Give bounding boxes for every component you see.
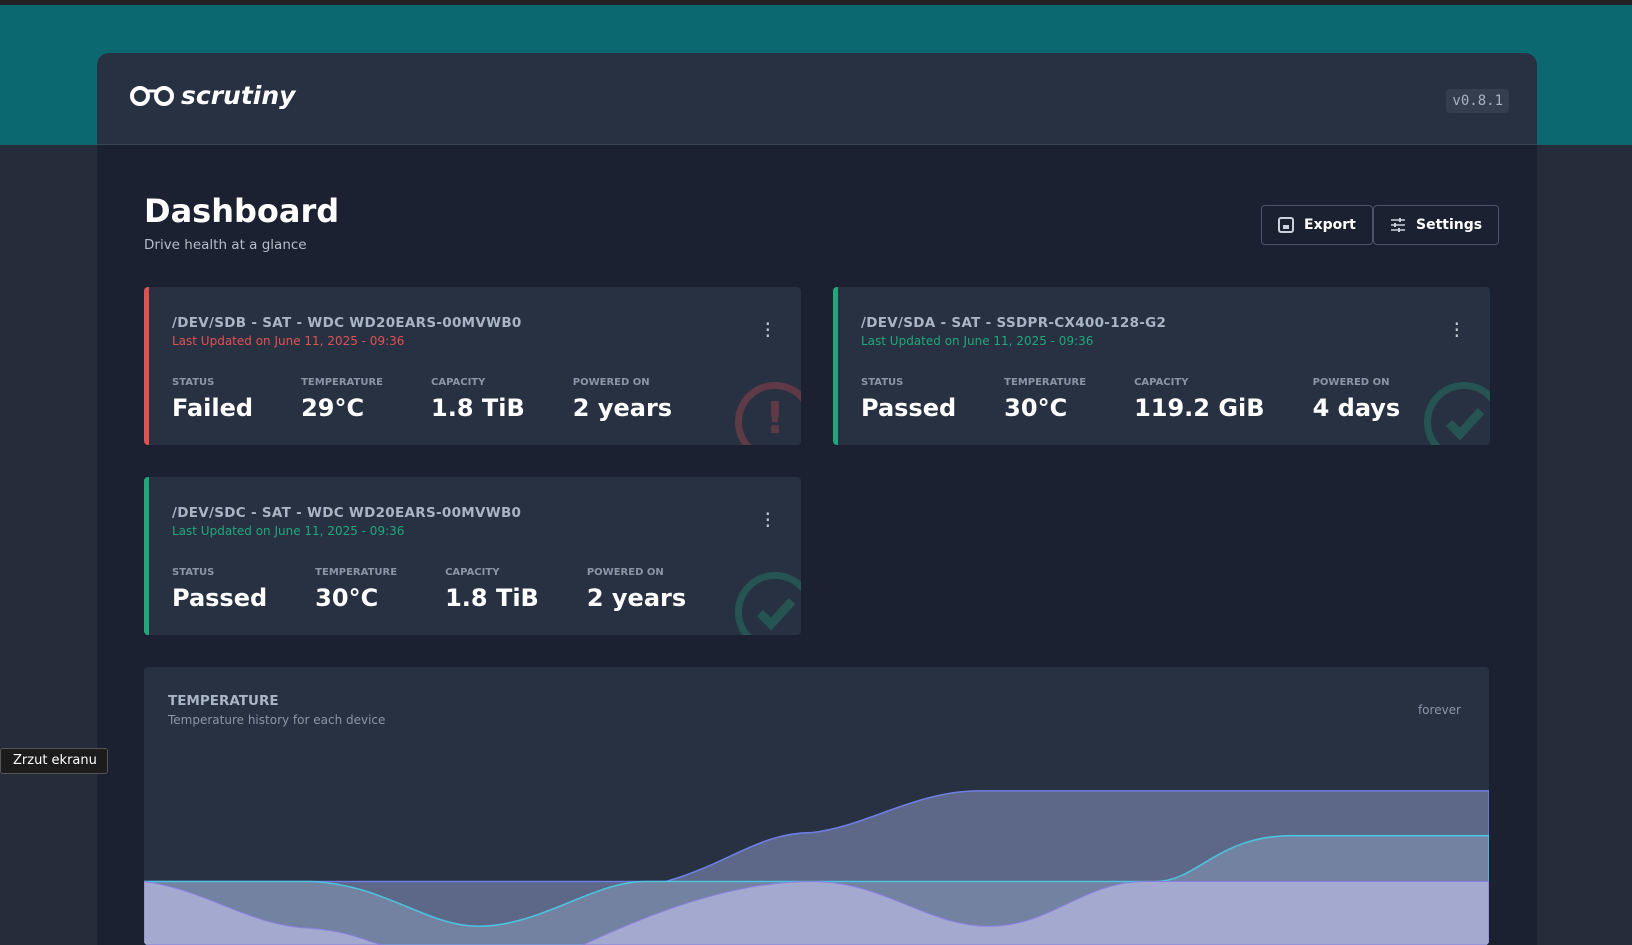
temperature-panel: TEMPERATURE Temperature history for each… — [144, 667, 1489, 945]
device-name: /DEV/SDC - SAT - WDC WD20EARS-00MVWB0 — [172, 505, 522, 521]
stat: TEMPERATURE 30°C — [315, 567, 397, 612]
logo-glasses — [130, 85, 174, 106]
stat: CAPACITY 119.2 GiB — [1134, 377, 1265, 422]
last-updated: Last Updated on June 11, 2025 - 09:36 — [861, 334, 1094, 348]
chart-subtitle: Temperature history for each device — [168, 713, 386, 727]
temperature-areas — [144, 790, 1489, 945]
button-label: Settings — [1416, 217, 1483, 233]
stat-value: 30°C — [1004, 394, 1068, 422]
menu-button[interactable]: · · · — [1453, 312, 1460, 348]
stat-label: POWERED ON — [572, 377, 650, 388]
save-icon — [1278, 217, 1294, 233]
stat-value: 2 years — [572, 394, 673, 422]
device-name: /DEV/SDB - SAT - WDC WD20EARS-00MVWB0 — [172, 315, 522, 331]
stat-value: Passed — [861, 394, 957, 422]
export-button[interactable]: Export — [1261, 205, 1373, 245]
version: v0.8.1 — [1446, 89, 1509, 113]
tooltip: Zrzut ekranu — [0, 748, 108, 774]
stat: STATUS Failed — [172, 377, 253, 422]
stat: STATUS Passed — [861, 377, 956, 422]
device-card: /DEV/SDA - SAT - SSDPR-CX400-128-G2 Last … — [833, 287, 1490, 445]
page-title: Dashboard — [144, 192, 340, 230]
top-bar: scrutiny v0.8.1 — [97, 53, 1537, 145]
stat-label: POWERED ON — [586, 567, 664, 578]
menu-button[interactable]: · · · — [764, 312, 771, 348]
stat: CAPACITY 1.8 TiB — [445, 567, 539, 612]
device-card: /DEV/SDB - SAT - WDC WD20EARS-00MVWB0 Las… — [144, 287, 801, 445]
stat: POWERED ON 4 days — [1313, 377, 1401, 422]
last-updated: Last Updated on June 11, 2025 - 09:36 — [172, 524, 405, 538]
stat-label: TEMPERATURE — [315, 567, 398, 578]
settings-button[interactable]: Settings — [1373, 205, 1500, 245]
stat-value: 1.8 TiB — [431, 394, 525, 422]
stat: POWERED ON 2 years — [573, 377, 672, 422]
stat-label: STATUS — [172, 567, 215, 578]
status-icon — [735, 572, 801, 635]
logo-text: scrutiny — [181, 81, 296, 110]
stat: TEMPERATURE 29°C — [301, 377, 383, 422]
main-panel: Dashboard Drive health at a glance Expor… — [97, 145, 1537, 945]
sliders-icon — [1391, 218, 1405, 232]
chart-title: TEMPERATURE — [168, 693, 279, 709]
stat-value: 119.2 GiB — [1134, 394, 1265, 422]
stat-label: TEMPERATURE — [301, 377, 383, 388]
stat-label: CAPACITY — [445, 567, 500, 578]
stat-label: POWERED ON — [1312, 377, 1390, 388]
logo: scrutiny — [129, 81, 295, 110]
page-subtitle: Drive health at a glance — [144, 237, 307, 253]
stat-label: STATUS — [172, 377, 215, 388]
device-card: /DEV/SDC - SAT - WDC WD20EARS-00MVWB0 Las… — [144, 477, 801, 635]
stat-value: 4 days — [1312, 394, 1401, 422]
stat-label: TEMPERATURE — [1004, 377, 1087, 388]
stat-value: 1.8 TiB — [445, 584, 539, 612]
status-bar — [144, 287, 149, 445]
stat-value: Failed — [172, 394, 254, 422]
button-label: Export — [1304, 217, 1356, 233]
stat-value: Passed — [172, 584, 268, 612]
device-name: /DEV/SDA - SAT - SSDPR-CX400-128-G2 — [861, 315, 1167, 331]
device-stats: STATUS Passed TEMPERATURE 30°C CAPACITY 1.8 T… — [172, 567, 686, 612]
stat-label: STATUS — [861, 377, 904, 388]
stat: POWERED ON 2 years — [587, 567, 686, 612]
stat-value: 2 years — [586, 584, 687, 612]
device-stats: STATUS Passed TEMPERATURE 30°C CAPACITY 119.2… — [861, 377, 1400, 422]
stat-value: 30°C — [315, 584, 379, 612]
status-icon — [1424, 382, 1490, 445]
stat-label: CAPACITY — [431, 377, 486, 388]
stat-value: 29°C — [301, 394, 365, 422]
stat: STATUS Passed — [172, 567, 267, 612]
status-icon: ! — [735, 382, 801, 445]
menu-button[interactable]: · · · — [764, 502, 771, 538]
range-selector[interactable]: forever — [1417, 703, 1461, 717]
status-bar — [144, 477, 149, 635]
stat-label: CAPACITY — [1134, 377, 1189, 388]
stat: TEMPERATURE 30°C — [1004, 377, 1086, 422]
device-stats: STATUS Failed TEMPERATURE 29°C CAPACITY 1.8 T… — [172, 377, 672, 422]
last-updated: Last Updated on June 11, 2025 - 09:36 — [172, 334, 405, 348]
stat: CAPACITY 1.8 TiB — [431, 377, 525, 422]
status-bar — [833, 287, 838, 445]
